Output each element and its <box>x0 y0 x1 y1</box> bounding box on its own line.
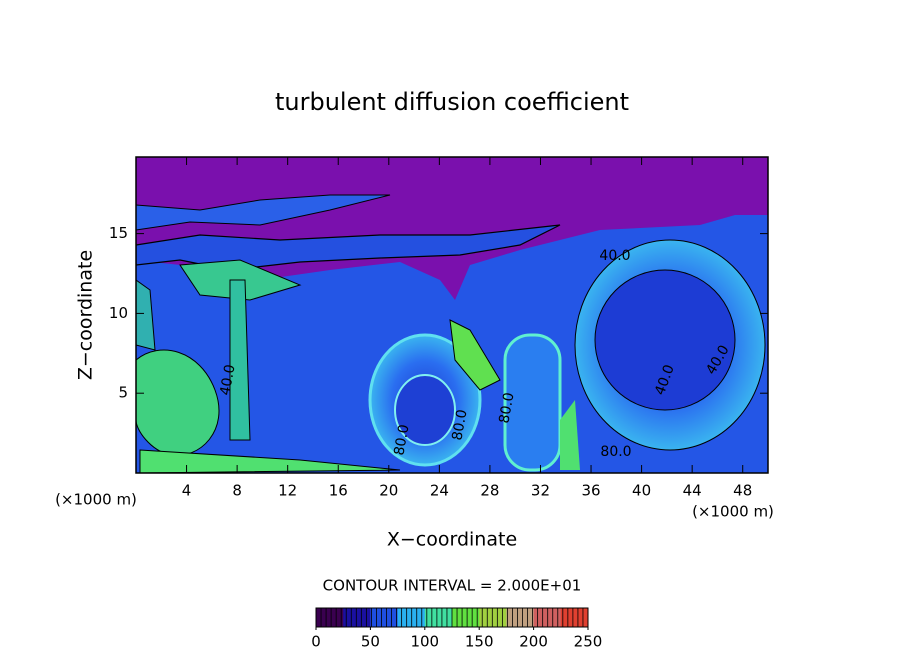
contour-label: 80.0 <box>449 408 470 441</box>
x-axis-label: X−coordinate <box>387 529 517 551</box>
x-tick-label: 16 <box>329 482 348 500</box>
colorbar-tick-label: 100 <box>410 633 439 651</box>
x-tick-label: 36 <box>581 482 600 500</box>
colorbar-tick-label: 0 <box>311 633 321 651</box>
colorbar-swatch <box>506 608 535 627</box>
chart-title: turbulent diffusion coefficient <box>275 88 629 116</box>
colorbar-frame <box>315 607 589 628</box>
x-tick-label: 40 <box>632 482 651 500</box>
y-tick-label: 10 <box>109 304 128 322</box>
x-tick-label: 4 <box>182 482 192 500</box>
x-tick-label: 12 <box>278 482 297 500</box>
x-tick-label: 28 <box>480 482 499 500</box>
colorbar-swatch <box>370 608 399 627</box>
colorbar-tick-label: 50 <box>361 633 380 651</box>
x-tick-label: 24 <box>430 482 449 500</box>
colorbar-swatch <box>452 608 480 627</box>
contour-label: 80.0 <box>496 391 517 424</box>
contour-field <box>136 157 768 473</box>
colorbar-tick-label: 250 <box>574 633 603 651</box>
y-tick-label: 5 <box>118 384 128 402</box>
colorbar-swatch <box>479 608 507 627</box>
colorbar-label: CONTOUR INTERVAL = 2.000E+01 <box>323 577 582 595</box>
x-unit-label: (×1000 m) <box>692 503 774 521</box>
colorbar-swatch <box>316 608 344 627</box>
contour-label: 40.0 <box>599 248 630 264</box>
x-tick-label: 44 <box>683 482 702 500</box>
colorbar-tick-label: 150 <box>465 633 494 651</box>
y-axis-label: Z−coordinate <box>75 250 97 380</box>
x-tick-label: 48 <box>733 482 752 500</box>
x-tick-label: 8 <box>232 482 242 500</box>
x-tick-label: 20 <box>379 482 398 500</box>
contour-label: 40.0 <box>217 363 238 396</box>
colorbar-swatch <box>343 608 371 627</box>
contour-label: 80.0 <box>600 444 631 460</box>
colorbar-swatch <box>424 608 453 627</box>
y-unit-label: (×1000 m) <box>55 491 137 509</box>
colorbar-tick-label: 200 <box>519 633 548 651</box>
contour-label: 80.0 <box>391 423 412 456</box>
y-tick-label: 15 <box>109 224 128 242</box>
plot-frame <box>135 156 769 474</box>
colorbar-swatch <box>560 608 589 627</box>
x-tick-label: 32 <box>531 482 550 500</box>
